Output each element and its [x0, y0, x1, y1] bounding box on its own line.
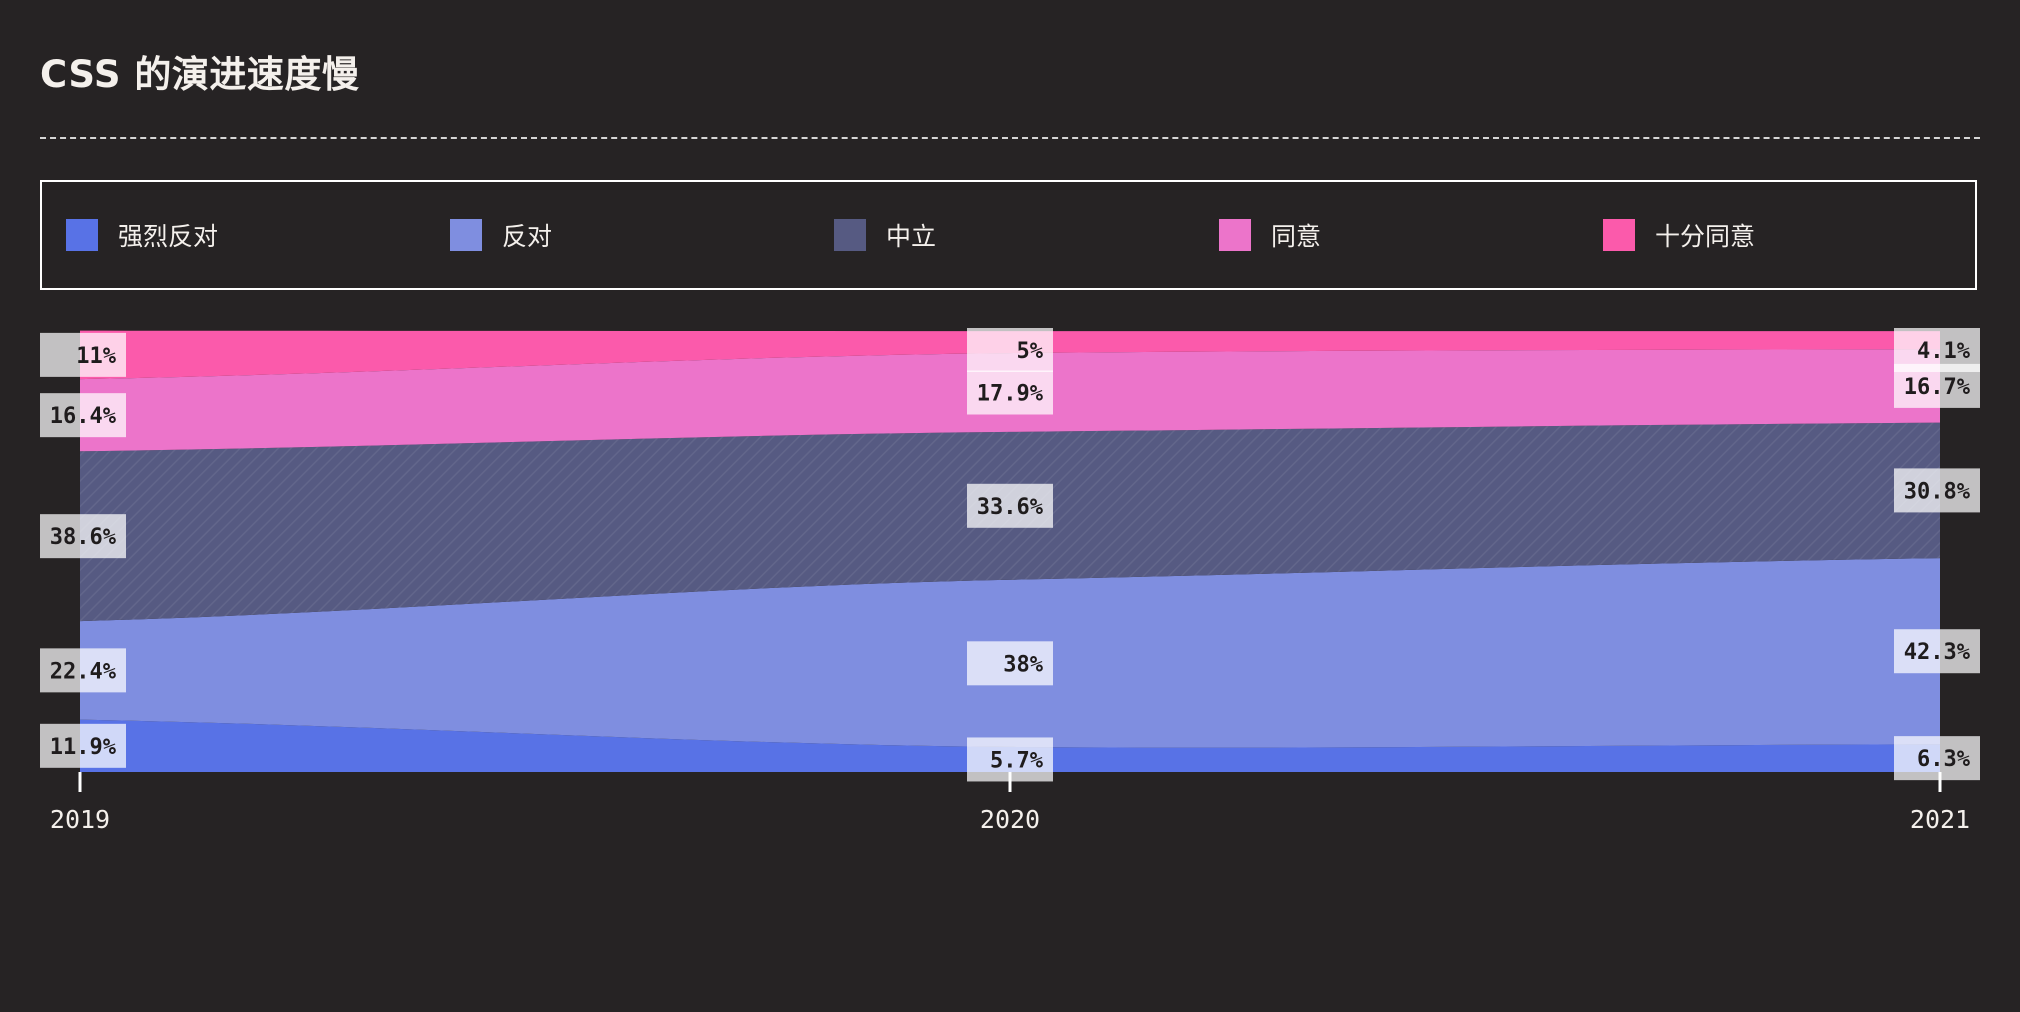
data-label-text: 5.7%: [990, 748, 1044, 773]
data-label-box: [1894, 736, 1980, 781]
data-label-box: [967, 737, 1053, 782]
data-label-box: [1894, 629, 1980, 674]
legend-swatch: [1603, 219, 1635, 251]
area-strongly-disagree: [80, 719, 1940, 772]
data-label-box: [40, 648, 126, 693]
legend-swatch: [834, 219, 866, 251]
legend-item-disagree[interactable]: 反对: [450, 218, 552, 252]
legend-label: 反对: [502, 222, 553, 251]
data-label-text: 38.6%: [50, 525, 117, 550]
legend: 强烈反对 反对 中立 同意 十分同意: [40, 180, 1977, 290]
data-label-box: [40, 332, 126, 377]
data-label: 38.6%: [40, 514, 126, 559]
data-label-text: 6.3%: [1917, 747, 1971, 772]
data-label-box: [967, 328, 1053, 372]
legend-swatch: [66, 219, 98, 251]
data-label-text: 30.8%: [1904, 479, 1971, 504]
data-label-text: 17.9%: [977, 382, 1044, 407]
data-label-text: 38%: [1003, 652, 1043, 677]
data-label-text: 16.7%: [1904, 375, 1971, 400]
data-label-box: [967, 370, 1053, 415]
area-strongly-agree: [80, 330, 1940, 380]
data-label: 5%: [967, 328, 1053, 372]
data-label-text: 5%: [1017, 339, 1044, 364]
data-label: 16.4%: [40, 393, 126, 438]
data-label-box: [967, 483, 1053, 528]
data-label: 11.9%: [40, 723, 126, 768]
x-tick-label: 2020: [980, 805, 1040, 834]
data-label: 33.6%: [967, 483, 1053, 528]
data-label-text: 4.1%: [1917, 339, 1971, 364]
data-label-text: 16.4%: [50, 404, 117, 429]
x-axis: 2019 2020 2021: [50, 772, 1970, 834]
data-label: 6.3%: [1894, 736, 1980, 781]
data-label: 22.4%: [40, 648, 126, 693]
data-label: 42.3%: [1894, 629, 1980, 674]
title-divider: [40, 137, 1980, 139]
data-label: 17.9%: [967, 370, 1053, 415]
data-label-text: 33.6%: [977, 495, 1044, 520]
data-label-box: [40, 514, 126, 559]
legend-label: 十分同意: [1655, 222, 1756, 251]
legend-item-neutral[interactable]: 中立: [834, 218, 936, 252]
x-tick-label: 2019: [50, 805, 110, 834]
data-label: 30.8%: [1894, 468, 1980, 513]
data-label-box: [1894, 468, 1980, 513]
data-label-text: 22.4%: [50, 659, 117, 684]
data-label-box: [40, 393, 126, 438]
data-label-box: [1894, 328, 1980, 372]
data-label-box: [40, 723, 126, 768]
data-label-text: 42.3%: [1904, 640, 1971, 665]
data-label: 11%: [40, 332, 126, 377]
legend-label: 同意: [1271, 222, 1322, 251]
x-tick-label: 2021: [1910, 805, 1970, 834]
data-label: 4.1%: [1894, 328, 1980, 372]
data-label-text: 11%: [76, 344, 116, 369]
data-label-text: 11.9%: [50, 735, 117, 760]
legend-item-strongly-disagree[interactable]: 强烈反对: [66, 218, 218, 252]
chart-title: CSS 的演进速度慢: [40, 53, 360, 96]
data-label: 5.7%: [967, 737, 1053, 782]
legend-swatch: [450, 219, 482, 251]
legend-item-agree[interactable]: 同意: [1219, 218, 1321, 252]
data-label: 38%: [967, 641, 1053, 686]
data-label-layer: 11.9% 5.7% 6.3% 22.4% 38% 42.3% 38.6% 33.6% 30.8…: [40, 328, 1980, 782]
data-label-box: [967, 641, 1053, 686]
legend-item-strongly-agree[interactable]: 十分同意: [1603, 218, 1755, 252]
legend-label: 强烈反对: [118, 222, 219, 251]
legend-swatch: [1219, 219, 1251, 251]
legend-label: 中立: [886, 222, 937, 251]
